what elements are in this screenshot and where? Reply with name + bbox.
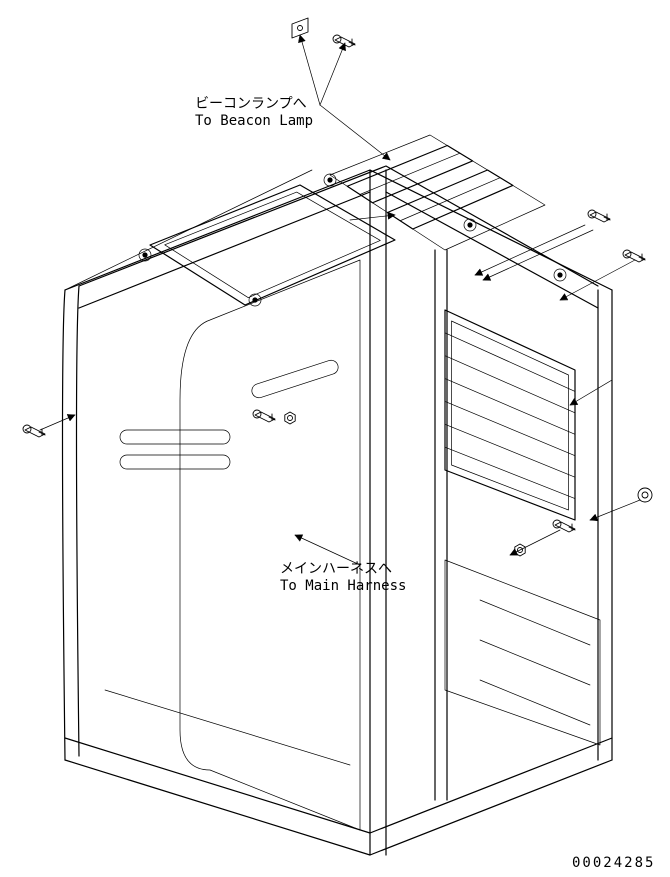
label-beacon-jp: ビーコンランプへ: [195, 93, 313, 113]
label-beacon-en: To Beacon Lamp: [195, 113, 313, 129]
label-harness-jp: メインハーネスへ: [280, 558, 406, 578]
label-beacon-lamp: ビーコンランプへ To Beacon Lamp: [195, 93, 313, 129]
label-main-harness: メインハーネスへ To Main Harness: [280, 558, 406, 594]
label-harness-en: To Main Harness: [280, 578, 406, 594]
drawing-number: 00024285: [572, 855, 655, 871]
cab-diagram: [0, 0, 670, 877]
